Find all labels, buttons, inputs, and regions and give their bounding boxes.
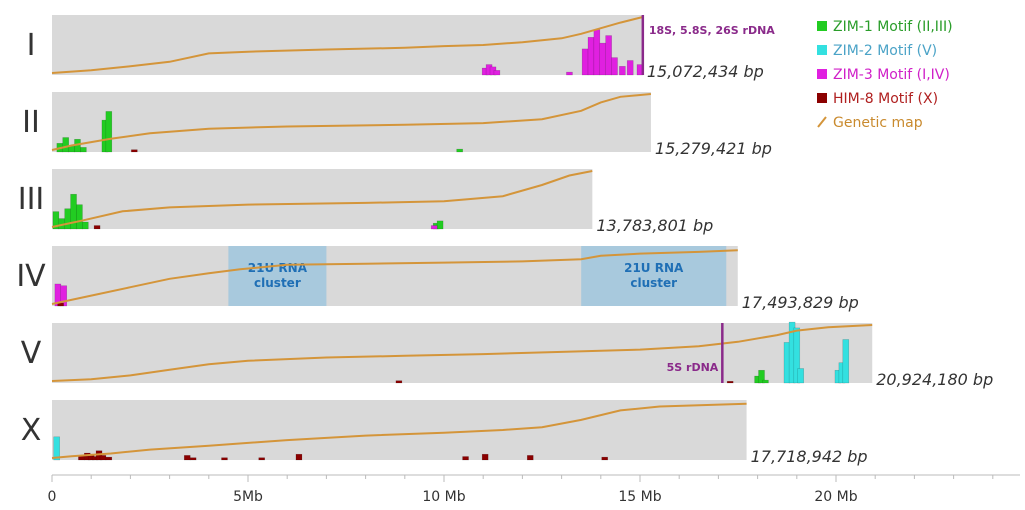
motif-bar-zim1 bbox=[762, 379, 769, 384]
motif-bar-him8 bbox=[189, 457, 197, 461]
motif-bar-zim1 bbox=[62, 137, 69, 153]
x-tick-label: 15 Mb bbox=[618, 489, 661, 505]
chromosome-row: II 15,279,421 bp bbox=[22, 92, 772, 158]
motif-bar-him8 bbox=[526, 455, 534, 461]
legend-label-zim2: ZIM-2 Motif (V) bbox=[833, 43, 937, 59]
motif-bar-zim2 bbox=[793, 327, 801, 384]
chromosome-size-label: 17,493,829 bp bbox=[742, 293, 859, 312]
chromosome-label: III bbox=[18, 182, 45, 217]
motif-bar-zim3 bbox=[611, 57, 618, 76]
chromosome-size-label: 13,783,801 bp bbox=[596, 216, 713, 235]
chromosome-row: I 18S, 5.8S, 26S rDNA 15,072,434 bp bbox=[27, 15, 775, 81]
region-label: cluster bbox=[630, 276, 677, 290]
motif-bar-zim3 bbox=[587, 37, 595, 76]
motif-bar-him8 bbox=[395, 380, 403, 384]
motif-bar-zim1 bbox=[105, 111, 113, 153]
chromosome-label: IV bbox=[16, 259, 46, 294]
chromosome-row: III 13,783,801 bp bbox=[18, 169, 713, 235]
motif-bar-zim2 bbox=[53, 436, 60, 461]
region-label: cluster bbox=[254, 276, 301, 290]
legend-box bbox=[812, 13, 990, 141]
x-tick-label: 20 Mb bbox=[814, 489, 857, 505]
genetic-map-line bbox=[51, 93, 651, 151]
chromosome-track bbox=[52, 92, 651, 152]
motif-bar-zim3 bbox=[599, 42, 607, 76]
x-tick-label: 5Mb bbox=[233, 489, 263, 505]
chromosome-size-label: 15,279,421 bp bbox=[655, 139, 772, 158]
legend-label-zim1: ZIM-1 Motif (II,III) bbox=[833, 19, 953, 35]
motif-bar-zim3 bbox=[493, 70, 501, 76]
motif-bar-zim2 bbox=[842, 339, 850, 384]
genetic-map-line bbox=[51, 324, 873, 382]
legend-label-zim3: ZIM-3 Motif (I,IV) bbox=[833, 67, 950, 83]
genetic-map-line bbox=[51, 16, 644, 74]
motif-bar-zim1 bbox=[82, 221, 89, 230]
motif-bar-zim3 bbox=[430, 225, 438, 230]
motif-bar-him8 bbox=[601, 456, 608, 461]
motif-bar-zim3 bbox=[60, 285, 68, 307]
motif-bar-zim1 bbox=[758, 369, 765, 384]
motif-bar-zim1 bbox=[76, 204, 83, 230]
chromosome-size-label: 17,718,942 bp bbox=[751, 447, 868, 466]
x-tick-label: 0 bbox=[48, 489, 57, 505]
motif-bar-him8 bbox=[93, 225, 101, 230]
motif-bar-him8 bbox=[295, 453, 303, 461]
motif-bar-him8 bbox=[183, 455, 191, 461]
chromosome-size-label: 20,924,180 bp bbox=[876, 370, 993, 389]
motif-bar-him8 bbox=[258, 457, 265, 461]
legend-label-map: Genetic map bbox=[833, 115, 923, 131]
legend-swatch-him8 bbox=[817, 93, 827, 103]
motif-bar-zim1 bbox=[436, 220, 444, 230]
legend-label-him8: HIM-8 Motif (X) bbox=[833, 91, 938, 107]
motif-bar-zim3 bbox=[581, 48, 589, 76]
motif-bar-zim3 bbox=[566, 71, 573, 76]
motif-bar-zim3 bbox=[619, 66, 626, 76]
genetic-map-line bbox=[51, 170, 593, 228]
motif-bar-him8 bbox=[726, 381, 734, 384]
chromosome-row: X 17,718,942 bp bbox=[21, 400, 868, 466]
region-label: 21U RNA bbox=[624, 261, 684, 275]
motif-bar-zim3 bbox=[605, 35, 612, 76]
chromosome-label: II bbox=[22, 105, 40, 140]
chromosome-label: I bbox=[27, 28, 36, 63]
rdna-label: 5S rDNA bbox=[667, 361, 719, 374]
motif-bar-zim1 bbox=[80, 147, 87, 153]
motif-bar-him8 bbox=[481, 453, 489, 461]
chromosome-track bbox=[52, 323, 873, 383]
motif-bar-zim3 bbox=[626, 60, 634, 76]
legend-swatch-genetic-map bbox=[817, 116, 827, 128]
motif-bar-zim3 bbox=[593, 29, 601, 76]
motif-bar-him8 bbox=[99, 455, 107, 461]
region-21u-rna bbox=[228, 246, 327, 306]
legend-swatch-zim1 bbox=[817, 21, 827, 31]
genetic-map-line bbox=[51, 249, 738, 305]
motif-bar-him8 bbox=[105, 456, 113, 461]
x-axis: 0 5Mb 10 Mb 15 Mb 20 Mb bbox=[48, 474, 1020, 505]
chromosome-row: V 5S rDNA 20,924,180 bp bbox=[21, 321, 993, 389]
motif-bar-zim1 bbox=[68, 145, 75, 153]
legend-swatch-zim2 bbox=[817, 45, 827, 55]
motif-bar-zim2 bbox=[797, 368, 804, 384]
motif-bar-him8 bbox=[131, 149, 138, 153]
chromosome-label: V bbox=[21, 336, 42, 371]
motif-bar-him8 bbox=[462, 456, 469, 461]
legend-swatch-zim3 bbox=[817, 69, 827, 79]
chromosome-tracks: I 18S, 5.8S, 26S rDNA 15,072,434 bp II 15,27… bbox=[16, 15, 993, 466]
motif-bar-zim1 bbox=[64, 208, 71, 230]
chromosome-track bbox=[52, 169, 593, 229]
motif-bar-zim1 bbox=[456, 148, 463, 153]
chromosome-label: X bbox=[21, 413, 42, 448]
chromosome-size-label: 15,072,434 bp bbox=[647, 62, 764, 81]
genetic-map-line bbox=[51, 402, 747, 459]
rdna-label: 18S, 5.8S, 26S rDNA bbox=[649, 24, 775, 37]
motif-bar-him8 bbox=[221, 457, 228, 461]
x-tick-label: 10 Mb bbox=[422, 489, 465, 505]
legend: ZIM-1 Motif (II,III) ZIM-2 Motif (V) ZIM-3… bbox=[812, 13, 990, 141]
